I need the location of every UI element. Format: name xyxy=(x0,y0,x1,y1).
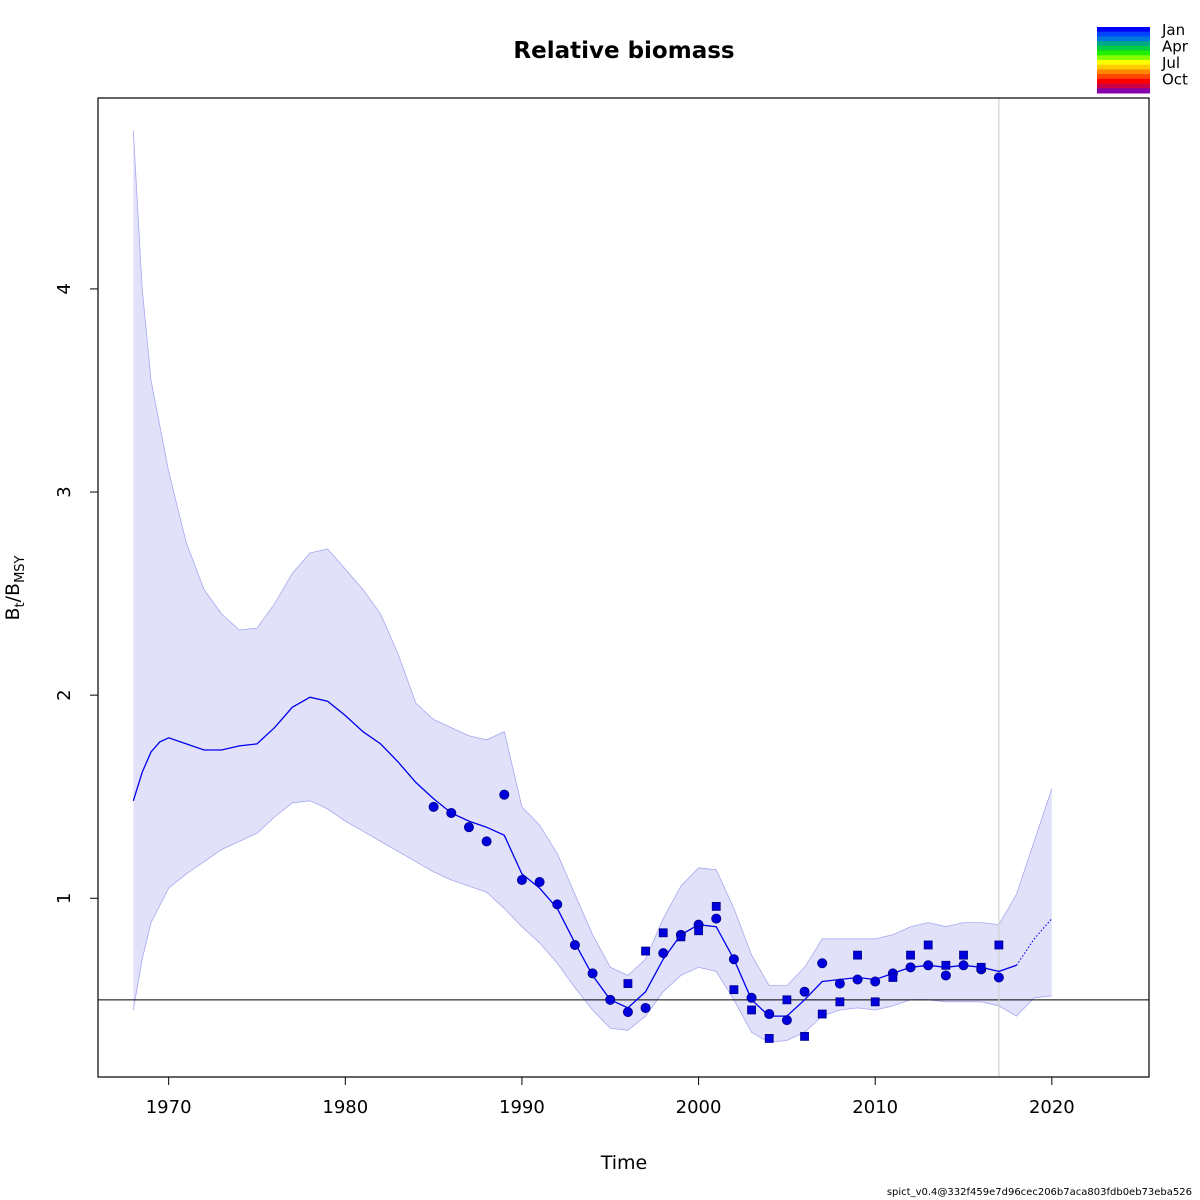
index2-point xyxy=(711,901,721,911)
legend-color-band xyxy=(1097,27,1150,33)
legend-month-label: Jan xyxy=(1161,21,1185,39)
index2-point xyxy=(658,928,668,938)
legend-color-band xyxy=(1097,74,1150,80)
y-label-base: B xyxy=(2,607,24,620)
index1-point xyxy=(940,970,951,981)
y-label-sub-t: t xyxy=(13,602,28,607)
index1-point xyxy=(799,986,810,997)
index2-point xyxy=(782,995,792,1005)
chart-title: Relative biomass xyxy=(513,38,734,64)
index2-point xyxy=(959,950,968,960)
index1-point xyxy=(569,939,580,950)
legend-month-label: Apr xyxy=(1162,38,1189,56)
index2-point xyxy=(941,960,951,970)
index2-point xyxy=(729,985,739,995)
index1-point xyxy=(605,994,616,1005)
index1-point xyxy=(764,1009,775,1020)
observation-points xyxy=(428,789,1004,1043)
index2-point xyxy=(764,1034,774,1043)
y-tick-label: 4 xyxy=(54,283,75,294)
legend-color-band xyxy=(1097,36,1150,42)
index2-point xyxy=(853,950,862,960)
index2-point xyxy=(747,1005,756,1015)
legend-color-band xyxy=(1097,83,1150,89)
legend-month-label: Jul xyxy=(1161,54,1180,72)
legend-color-band xyxy=(1097,60,1150,66)
index2-point xyxy=(817,1009,827,1019)
index1-point xyxy=(428,801,439,812)
index1-point xyxy=(817,958,828,969)
index1-point xyxy=(658,948,669,959)
index1-point xyxy=(499,789,510,800)
legend-color-band xyxy=(1097,31,1150,37)
index2-point xyxy=(906,950,915,960)
y-tick-label: 3 xyxy=(54,486,75,497)
x-tick-label: 2000 xyxy=(676,1097,722,1118)
x-tick-label: 1980 xyxy=(322,1097,368,1118)
index1-point xyxy=(552,899,563,910)
ci-upper-line xyxy=(132,130,1053,986)
legend-color-band xyxy=(1097,50,1150,56)
x-axis: 1970 1980 1990 2000 2010 2020 xyxy=(146,1077,1075,1118)
reference-lines xyxy=(98,98,1149,1077)
legend-color-band xyxy=(1097,55,1150,61)
index2-point xyxy=(623,979,633,988)
x-tick-label: 2020 xyxy=(1029,1097,1075,1118)
index2-point xyxy=(694,926,703,936)
index1-point xyxy=(781,1015,792,1026)
index1-point xyxy=(728,954,739,965)
index1-point xyxy=(870,976,881,987)
x-tick-label: 1990 xyxy=(499,1097,545,1118)
legend-color-band xyxy=(1097,64,1150,70)
y-tick-label: 1 xyxy=(54,893,75,904)
legend-color-band xyxy=(1097,78,1150,85)
index1-point xyxy=(446,807,457,818)
index1-point xyxy=(534,877,545,888)
index1-point xyxy=(746,992,757,1003)
index2-point xyxy=(676,932,686,942)
legend-color-band xyxy=(1097,88,1150,94)
y-label-sub-msy: MSY xyxy=(13,555,28,582)
index1-point xyxy=(622,1007,633,1018)
x-tick-label: 2010 xyxy=(852,1097,898,1118)
index2-point xyxy=(641,946,650,956)
index2-point xyxy=(870,997,880,1007)
index1-point xyxy=(711,913,722,924)
plot-frame xyxy=(97,97,1150,1078)
index1-point xyxy=(481,836,492,847)
index2-point xyxy=(888,973,898,982)
index1-point xyxy=(587,968,598,979)
index1-point xyxy=(852,974,863,985)
x-tick-label: 1970 xyxy=(146,1097,192,1118)
index1-point xyxy=(640,1002,651,1013)
index2-point xyxy=(800,1031,809,1041)
index1-point xyxy=(905,962,916,973)
index1-point xyxy=(958,960,969,971)
index1-point xyxy=(463,822,474,833)
y-axis: 1 2 3 4 xyxy=(54,283,98,904)
index2-point xyxy=(835,997,845,1007)
index1-point xyxy=(834,978,845,989)
x-axis-label: Time xyxy=(600,1152,648,1174)
legend-color-band xyxy=(1097,69,1150,75)
confidence-band xyxy=(132,130,1053,1043)
legend-color-band xyxy=(1097,45,1150,52)
version-footer: spict_v0.4@332f459e7d96cec206b7aca803fdb… xyxy=(886,1187,1192,1198)
legend-color-band xyxy=(1097,41,1150,47)
forecast-line xyxy=(1016,918,1053,966)
y-tick-label: 2 xyxy=(54,689,75,700)
index2-point xyxy=(923,940,933,950)
index1-point xyxy=(516,874,527,885)
index1-point xyxy=(923,960,934,971)
index1-point xyxy=(993,972,1004,983)
ci-band-fill xyxy=(133,130,1052,1043)
index2-point xyxy=(994,940,1004,950)
legend-month-label: Oct xyxy=(1162,71,1188,89)
y-label-sep: /B xyxy=(2,583,24,602)
y-axis-label: Bt/BMSY xyxy=(2,555,28,620)
ci-lower-line xyxy=(132,800,1052,1043)
index2-point xyxy=(976,962,986,972)
